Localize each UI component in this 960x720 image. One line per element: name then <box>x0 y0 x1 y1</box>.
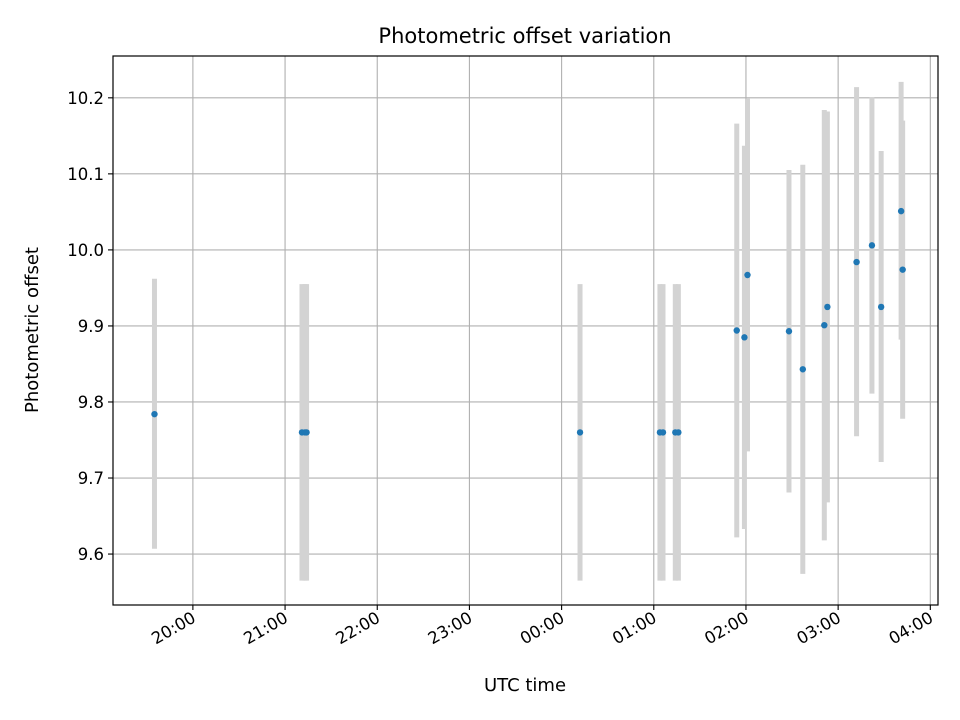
data-point <box>151 410 158 418</box>
data-point <box>868 242 876 249</box>
y-tick-label: 10.1 <box>67 165 104 184</box>
y-tick-label: 9.8 <box>78 393 104 412</box>
data-points <box>151 207 906 436</box>
data-point <box>659 429 667 436</box>
x-tick-label: 22:00 <box>333 608 384 648</box>
y-tick-label: 9.9 <box>78 317 104 336</box>
data-point <box>853 258 860 266</box>
x-axis: 20:00 21:00 22:00 23:00 00:00 01:00 02:00 03:00… <box>148 605 936 648</box>
y-tick-label: 9.6 <box>78 545 104 564</box>
chart-title: Photometric offset variation <box>378 24 671 48</box>
data-point <box>741 334 748 341</box>
x-tick-label: 23:00 <box>425 608 476 648</box>
plot-frame <box>112 55 939 606</box>
data-point <box>733 327 740 334</box>
y-axis-label: Photometric offset <box>22 247 43 413</box>
x-tick-label: 20:00 <box>148 608 199 648</box>
x-tick-label: 04:00 <box>886 608 937 648</box>
data-point <box>899 266 906 273</box>
data-point <box>824 303 831 311</box>
x-tick-label: 21:00 <box>240 608 291 648</box>
data-point <box>576 429 584 436</box>
data-point <box>799 366 807 373</box>
y-tick-label: 10.2 <box>67 89 104 108</box>
x-axis-label: UTC time <box>484 675 566 696</box>
x-tick-label: 02:00 <box>701 608 752 648</box>
data-point <box>785 328 793 335</box>
data-point <box>821 321 828 329</box>
data-point <box>897 207 905 215</box>
data-point <box>675 429 682 436</box>
x-tick-label: 03:00 <box>793 608 844 648</box>
x-tick-label: 01:00 <box>609 608 660 648</box>
data-point <box>877 303 885 311</box>
y-axis: 9.6 9.7 9.8 9.9 10.0 10.1 10.2 <box>67 89 113 564</box>
data-point <box>744 271 751 279</box>
y-tick-label: 9.7 <box>78 469 104 488</box>
x-tick-label: 00:00 <box>517 608 568 648</box>
y-tick-label: 10.0 <box>67 241 104 260</box>
data-point <box>303 429 310 436</box>
plot-area <box>113 56 938 605</box>
